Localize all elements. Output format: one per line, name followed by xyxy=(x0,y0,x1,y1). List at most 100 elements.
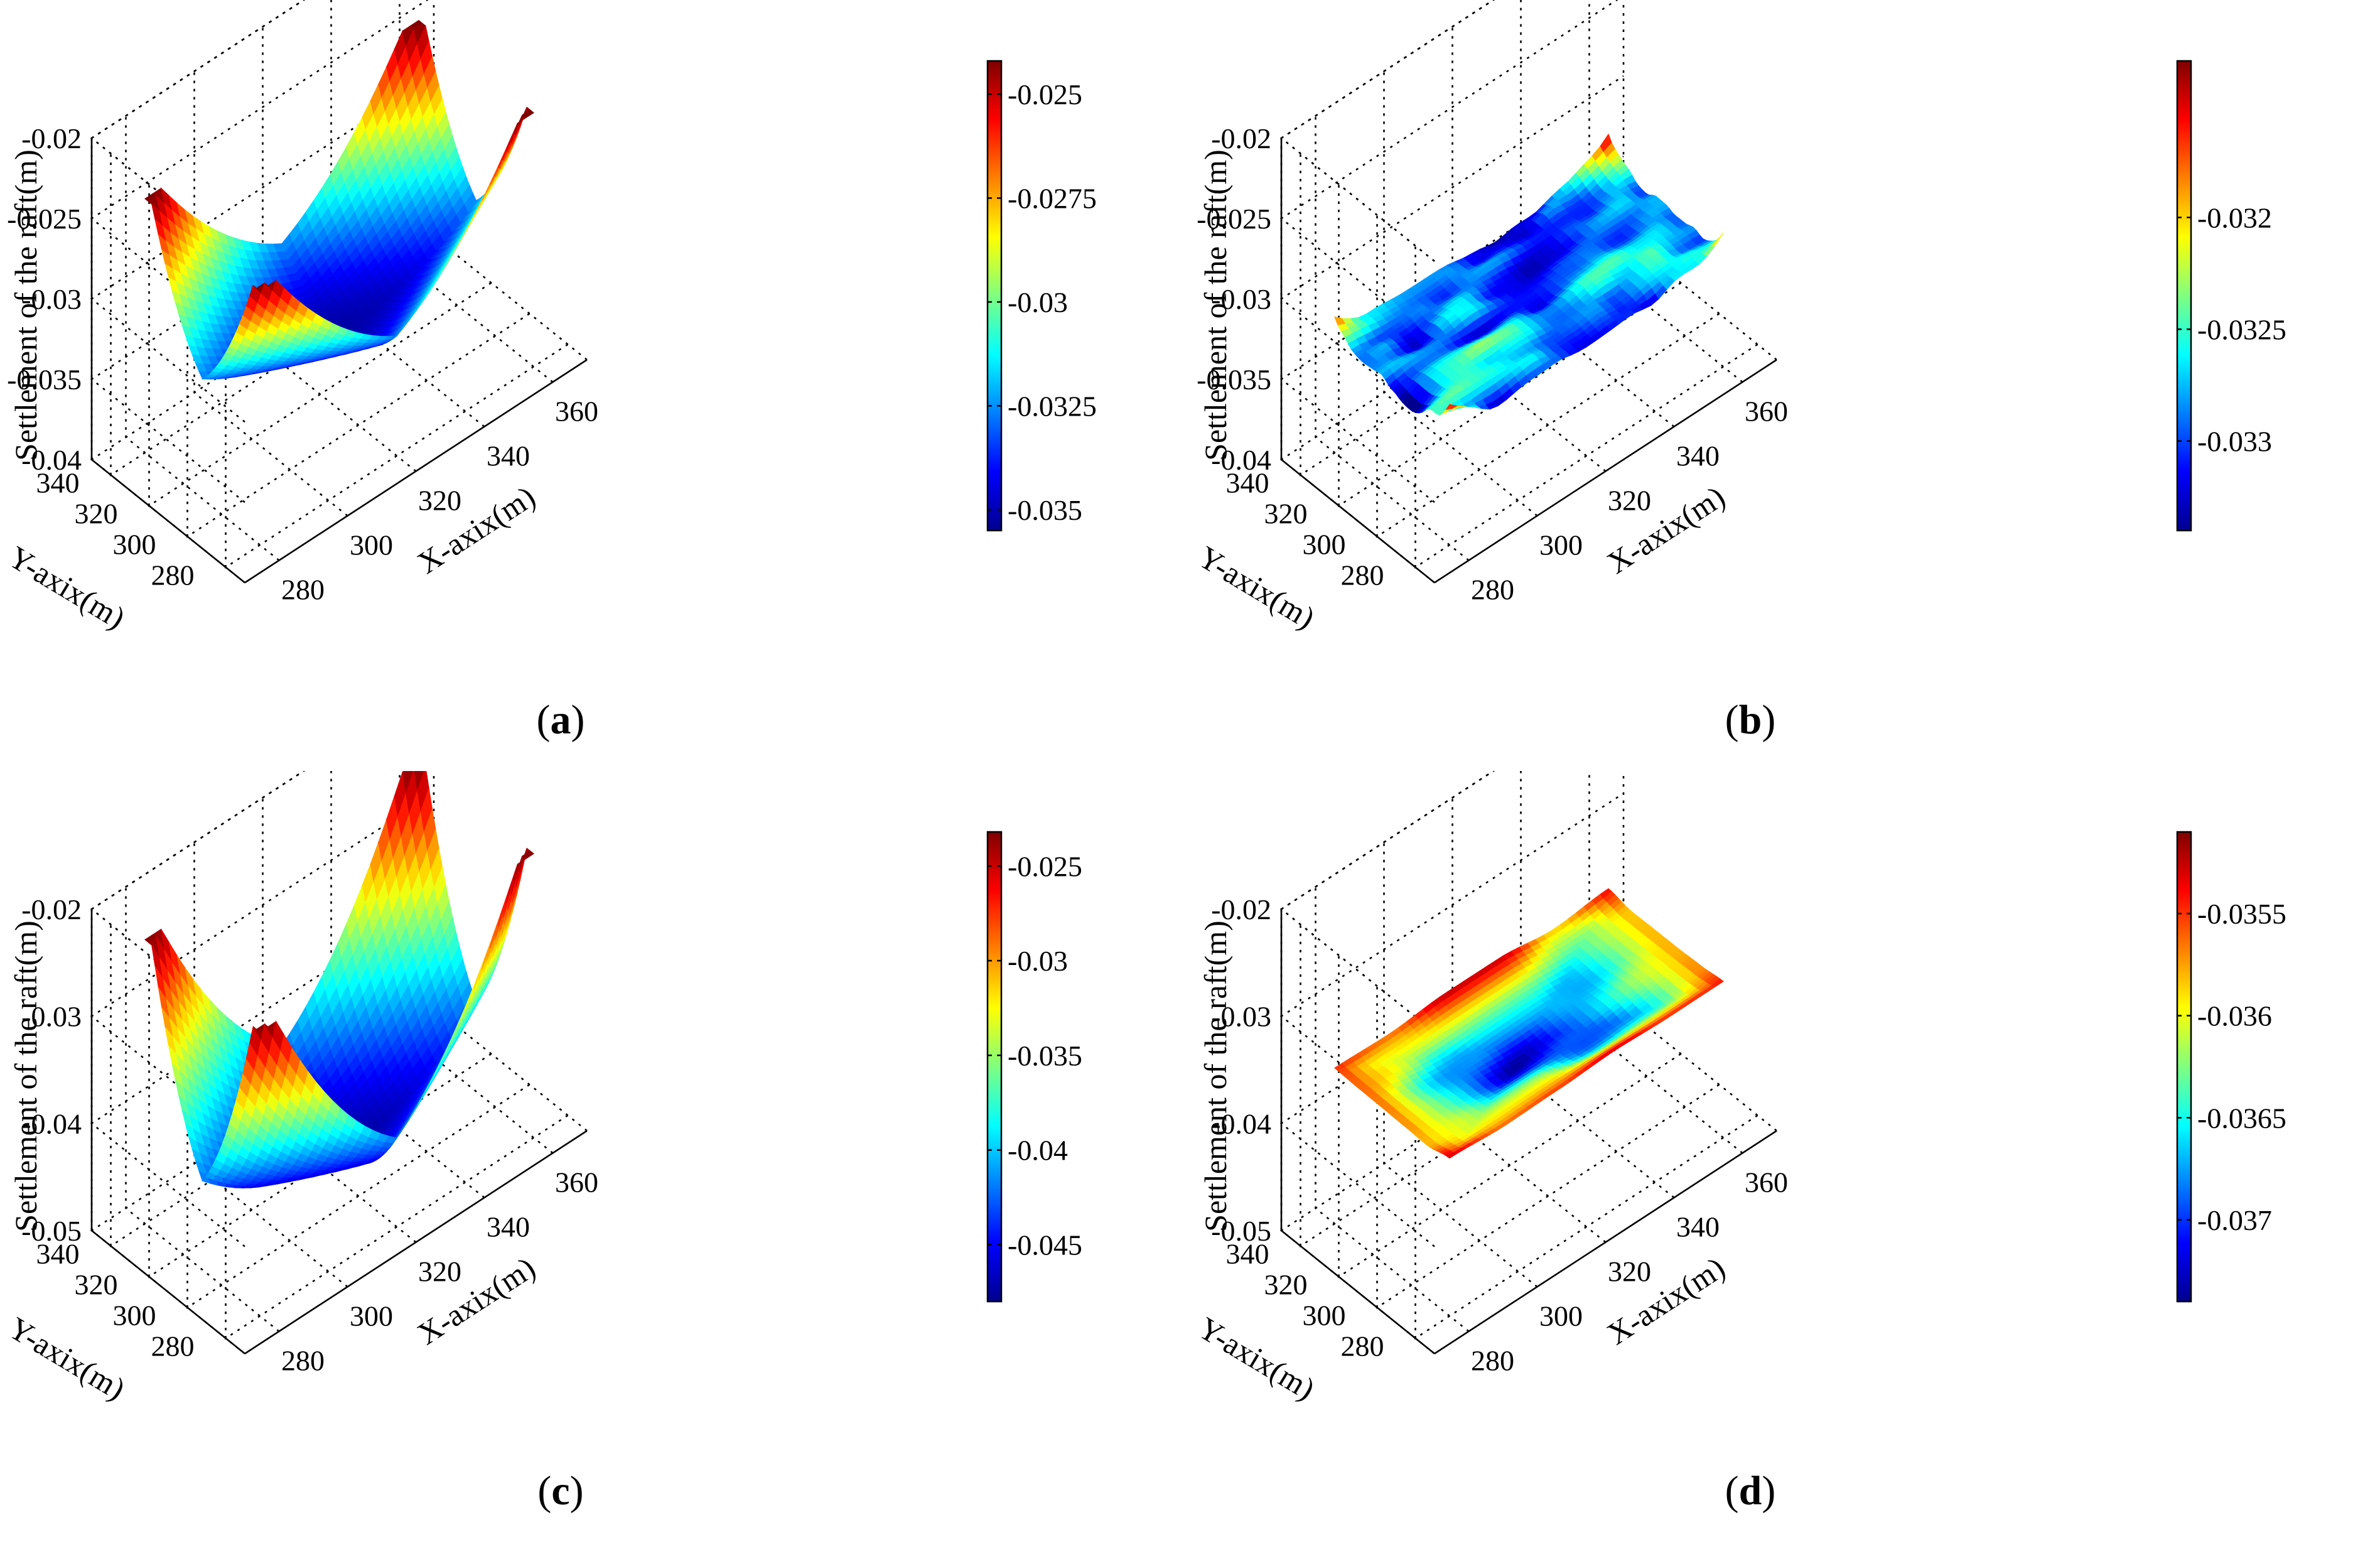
chart-c-zlabel: Settlement of the raft(m) xyxy=(8,920,43,1232)
chart-a-caption: (a) xyxy=(537,697,585,743)
chart-d-caption-close: ) xyxy=(1762,1468,1775,1514)
chart-d-ylabel: Y-axix(m) xyxy=(1192,1310,1321,1407)
chart-d-ytick-label: 280 xyxy=(1341,1330,1384,1362)
chart-c-colorbar-label: -0.04 xyxy=(1008,1135,1068,1167)
chart-c-colorbar-label: -0.03 xyxy=(1008,945,1068,977)
chart-b-ztick-label: -0.04 xyxy=(1211,444,1271,476)
chart-d-svg: 280300320340360280300320340-0.05-0.04-0.… xyxy=(1192,771,2286,1514)
chart-c-xtick-label: 300 xyxy=(350,1300,393,1332)
chart-b-colorbar: -0.032-0.0325-0.033 xyxy=(2176,60,2286,532)
chart-c-colorbar-label: -0.045 xyxy=(1008,1229,1082,1261)
chart-c-colorbar-bar xyxy=(986,831,1003,1303)
chart-a-x-axis xyxy=(244,359,588,584)
chart-c-caption-letter: c xyxy=(551,1468,569,1514)
chart-c-ytick-label: 340 xyxy=(36,1238,80,1270)
chart-d-ztick-label: -0.04 xyxy=(1211,1108,1271,1140)
chart-d-caption-open: ( xyxy=(1725,1468,1739,1514)
chart-a-zlabel: Settlement of the raft(m) xyxy=(8,149,43,461)
chart-b-ztick-label: -0.025 xyxy=(1197,203,1271,235)
chart-b-colorbar-bar xyxy=(2176,60,2192,532)
chart-a-surface-patch xyxy=(521,109,535,119)
chart-b-xtick-label: 300 xyxy=(1539,529,1583,561)
chart-a-colorbar-label: -0.0325 xyxy=(1008,390,1097,422)
chart-a-box-edge xyxy=(433,235,588,361)
chart-b-box-edge xyxy=(1281,137,1435,262)
chart-d-colorbar-label: -0.037 xyxy=(2197,1204,2272,1236)
chart-b-ytick-label: 280 xyxy=(1341,559,1384,591)
chart-d-ztick-label: -0.05 xyxy=(1211,1215,1271,1247)
chart-a-surface xyxy=(144,19,535,380)
chart-d-xtick-label: 300 xyxy=(1539,1300,1583,1332)
chart-d-x-axis xyxy=(1434,1130,1777,1355)
chart-b-y-axis xyxy=(1281,458,1435,584)
chart-c-y-axis xyxy=(91,1229,245,1355)
chart-a-colorbar-bar xyxy=(986,60,1003,532)
chart-c-surface-patch xyxy=(521,850,535,860)
chart-b-zlabel: Settlement of the raft(m) xyxy=(1198,149,1233,461)
chart-d-xtick-label: 340 xyxy=(1676,1211,1720,1243)
chart-b-axes xyxy=(1279,0,1777,584)
chart-d-surface xyxy=(1333,888,1725,1159)
chart-d-ytick-label: 320 xyxy=(1264,1269,1308,1301)
chart-b-ztick-label: -0.02 xyxy=(1211,122,1271,154)
chart-c-caption: (c) xyxy=(537,1468,583,1514)
chart-d-xtick-label: 320 xyxy=(1608,1256,1651,1288)
chart-c-ztick-label: -0.04 xyxy=(21,1108,82,1140)
chart-a-y-axis xyxy=(91,458,245,584)
chart-a-xtick-label: 280 xyxy=(281,574,325,606)
chart-c-xtick-label: 360 xyxy=(555,1167,598,1199)
chart-b-x-axis xyxy=(1434,359,1777,584)
chart-a-ylabel: Y-axix(m) xyxy=(3,539,131,636)
chart-d-caption: (d) xyxy=(1725,1468,1776,1514)
chart-c-ztick-label: -0.03 xyxy=(21,1001,82,1033)
chart-c-ztick-label: -0.05 xyxy=(21,1215,82,1247)
chart-b-xtick-label: 360 xyxy=(1745,396,1788,428)
chart-c-caption-close: ) xyxy=(570,1468,584,1514)
chart-d-y-axis xyxy=(1281,1229,1435,1355)
chart-a-box-edge xyxy=(91,0,306,139)
chart-c-svg: 280300320340360280300320340-0.05-0.04-0.… xyxy=(3,771,1082,1514)
chart-c-colorbar: -0.025-0.03-0.035-0.04-0.045 xyxy=(986,831,1082,1303)
chart-d-zlabel: Settlement of the raft(m) xyxy=(1198,920,1233,1232)
chart-b-svg: 280300320340360280300320340-0.04-0.035-0… xyxy=(1192,0,2286,743)
chart-c-ylabel: Y-axix(m) xyxy=(3,1310,131,1407)
chart-a-caption-letter: a xyxy=(551,697,571,743)
chart-a-colorbar-label: -0.03 xyxy=(1008,286,1068,318)
chart-b-caption-open: ( xyxy=(1725,697,1739,743)
chart-a-ytick-label: 340 xyxy=(36,467,80,499)
chart-d-xtick-label: 360 xyxy=(1745,1167,1788,1199)
chart-panel-b: 280 300 320 340 360 280 300 320 340 -0.04 -0.035 -0… xyxy=(1190,0,2379,771)
chart-b-ytick-label: 320 xyxy=(1264,498,1308,530)
chart-c-surface xyxy=(144,771,535,1189)
chart-d-box-edge xyxy=(1281,771,1495,910)
chart-a-colorbar-label: -0.0275 xyxy=(1008,182,1097,214)
chart-b-surface xyxy=(1334,133,1724,416)
chart-panel-d: 280 300 320 340 360 280 300 320 340 -0.05 -0.04 -0.… xyxy=(1190,771,2379,1542)
chart-c-x-axis xyxy=(244,1130,588,1355)
chart-b-caption: (b) xyxy=(1725,697,1776,743)
chart-b-ytick-label: 300 xyxy=(1303,529,1346,561)
chart-a-ztick-label: -0.035 xyxy=(7,364,82,396)
chart-c-xtick-label: 340 xyxy=(487,1211,530,1243)
chart-b-ytick-label: 340 xyxy=(1226,467,1269,499)
chart-a-caption-open: ( xyxy=(537,697,551,743)
chart-b-xtick-label: 320 xyxy=(1608,485,1651,517)
chart-d-ticks: 280300320340360280300320340-0.05-0.04-0.… xyxy=(1211,893,1788,1377)
chart-b-ztick-label: -0.035 xyxy=(1197,364,1271,396)
chart-panel-c: 280 300 320 340 360 280 300 320 340 -0.05 -0.04 -0.… xyxy=(0,771,1190,1542)
chart-a-ztick-label: -0.02 xyxy=(21,122,82,154)
chart-d-ztick-label: -0.02 xyxy=(1211,893,1271,925)
chart-b-xtick-label: 280 xyxy=(1471,574,1514,606)
chart-a-caption-close: ) xyxy=(571,697,585,743)
chart-c-ytick-label: 300 xyxy=(113,1300,156,1332)
chart-b-colorbar-label: -0.032 xyxy=(2197,202,2272,234)
chart-d-ztick-label: -0.03 xyxy=(1211,1001,1271,1033)
chart-a-ytick-label: 320 xyxy=(75,498,118,530)
chart-b-caption-letter: b xyxy=(1739,697,1762,743)
chart-d-colorbar: -0.0355-0.036-0.0365-0.037 xyxy=(2176,831,2286,1303)
chart-c-ytick-label: 320 xyxy=(75,1269,118,1301)
chart-c-ticks: 280300320340360280300320340-0.05-0.04-0.… xyxy=(21,893,598,1377)
chart-c-xtick-label: 320 xyxy=(418,1256,461,1288)
chart-a-ztick-label: -0.025 xyxy=(7,203,82,235)
chart-d-xtick-label: 280 xyxy=(1471,1345,1514,1377)
